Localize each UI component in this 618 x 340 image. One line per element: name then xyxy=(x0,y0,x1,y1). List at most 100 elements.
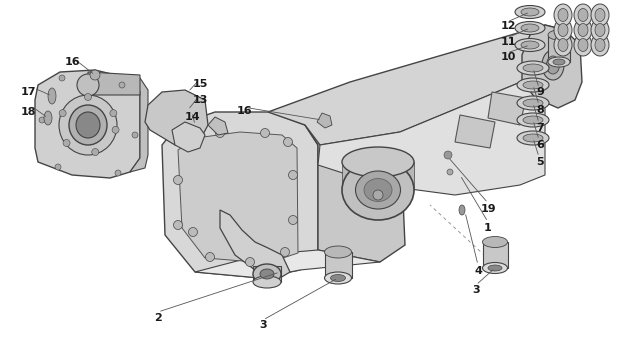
Ellipse shape xyxy=(523,134,543,142)
Ellipse shape xyxy=(542,50,564,80)
Ellipse shape xyxy=(595,38,605,51)
Circle shape xyxy=(188,227,198,237)
Ellipse shape xyxy=(574,4,592,26)
Ellipse shape xyxy=(554,4,572,26)
Polygon shape xyxy=(488,92,526,125)
Circle shape xyxy=(174,175,182,185)
Circle shape xyxy=(447,169,453,175)
Text: 7: 7 xyxy=(536,123,544,133)
Text: 17: 17 xyxy=(20,87,36,97)
Text: 14: 14 xyxy=(184,112,200,122)
Circle shape xyxy=(91,149,99,155)
Text: 4: 4 xyxy=(474,266,482,276)
Ellipse shape xyxy=(515,5,545,18)
Ellipse shape xyxy=(59,95,117,155)
Circle shape xyxy=(63,139,70,147)
Polygon shape xyxy=(305,112,405,262)
Ellipse shape xyxy=(578,23,588,36)
Polygon shape xyxy=(317,113,332,128)
Ellipse shape xyxy=(521,24,539,32)
Ellipse shape xyxy=(558,8,568,21)
Ellipse shape xyxy=(488,265,502,271)
Circle shape xyxy=(90,70,100,80)
Polygon shape xyxy=(268,25,570,145)
Circle shape xyxy=(112,126,119,133)
Text: 11: 11 xyxy=(500,37,516,47)
Circle shape xyxy=(284,137,292,147)
Ellipse shape xyxy=(77,74,99,96)
Ellipse shape xyxy=(342,147,414,177)
Ellipse shape xyxy=(517,131,549,145)
Circle shape xyxy=(373,190,383,200)
Polygon shape xyxy=(128,78,148,172)
Circle shape xyxy=(216,129,224,137)
Ellipse shape xyxy=(553,59,565,65)
Circle shape xyxy=(174,221,182,230)
Polygon shape xyxy=(342,162,414,190)
Ellipse shape xyxy=(324,272,352,284)
Ellipse shape xyxy=(558,38,568,51)
Polygon shape xyxy=(318,72,545,195)
Ellipse shape xyxy=(48,88,56,104)
Text: 5: 5 xyxy=(536,157,544,167)
Ellipse shape xyxy=(574,34,592,56)
Ellipse shape xyxy=(591,19,609,41)
Circle shape xyxy=(119,82,125,88)
Polygon shape xyxy=(522,25,582,108)
Text: 10: 10 xyxy=(501,52,515,62)
Ellipse shape xyxy=(578,38,588,51)
Circle shape xyxy=(59,75,65,81)
Circle shape xyxy=(245,257,255,267)
Ellipse shape xyxy=(548,30,570,40)
Polygon shape xyxy=(145,90,208,145)
Text: 15: 15 xyxy=(192,79,208,89)
Text: 1: 1 xyxy=(484,223,492,233)
Text: 3: 3 xyxy=(259,320,267,330)
Text: 6: 6 xyxy=(536,140,544,150)
Ellipse shape xyxy=(554,19,572,41)
Polygon shape xyxy=(455,115,495,148)
Polygon shape xyxy=(172,122,205,152)
Circle shape xyxy=(55,164,61,170)
Ellipse shape xyxy=(76,112,100,138)
Ellipse shape xyxy=(355,171,400,209)
Ellipse shape xyxy=(523,99,543,107)
Ellipse shape xyxy=(517,113,549,127)
Ellipse shape xyxy=(364,178,392,202)
Polygon shape xyxy=(253,266,281,282)
Ellipse shape xyxy=(591,4,609,26)
Ellipse shape xyxy=(260,269,274,279)
Ellipse shape xyxy=(523,64,543,72)
Ellipse shape xyxy=(515,38,545,51)
Ellipse shape xyxy=(483,262,507,273)
Ellipse shape xyxy=(595,23,605,36)
Circle shape xyxy=(289,216,297,224)
Circle shape xyxy=(115,170,121,176)
Ellipse shape xyxy=(331,274,345,282)
Ellipse shape xyxy=(523,81,543,89)
Ellipse shape xyxy=(69,105,107,145)
Text: 13: 13 xyxy=(192,95,208,105)
Polygon shape xyxy=(195,250,380,278)
Ellipse shape xyxy=(591,34,609,56)
Circle shape xyxy=(39,117,45,123)
Ellipse shape xyxy=(523,116,543,124)
Text: 9: 9 xyxy=(536,87,544,97)
Ellipse shape xyxy=(324,246,352,258)
Ellipse shape xyxy=(595,8,605,21)
Circle shape xyxy=(206,253,214,261)
Text: 16: 16 xyxy=(236,106,252,116)
Ellipse shape xyxy=(253,264,281,284)
Polygon shape xyxy=(325,252,352,278)
Ellipse shape xyxy=(558,23,568,36)
Ellipse shape xyxy=(517,61,549,75)
Ellipse shape xyxy=(483,237,507,248)
Ellipse shape xyxy=(517,78,549,92)
Polygon shape xyxy=(548,35,570,62)
Ellipse shape xyxy=(459,205,465,215)
Circle shape xyxy=(444,151,452,159)
Ellipse shape xyxy=(521,8,539,16)
Text: 8: 8 xyxy=(536,105,544,115)
Polygon shape xyxy=(220,210,290,278)
Text: 12: 12 xyxy=(500,21,516,31)
